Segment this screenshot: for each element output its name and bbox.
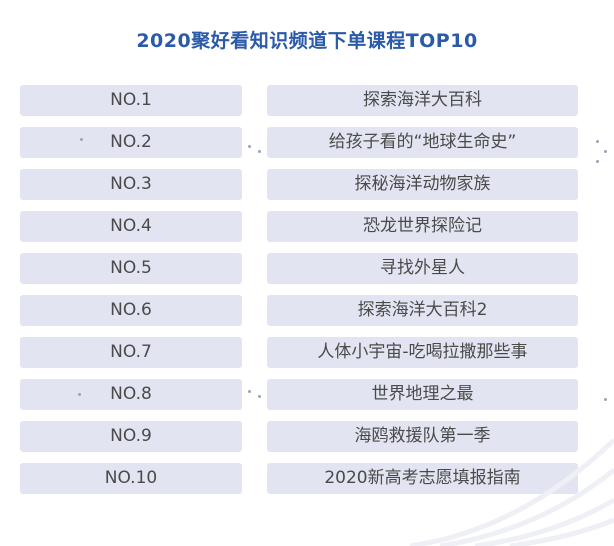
course-name: 给孩子看的“地球生命史” [267,127,578,158]
course-name: 探索海洋大百科 [267,85,578,116]
decorative-dot [248,390,251,393]
decorative-dot [596,140,599,143]
course-name: 人体小宇宙-吃喝拉撒那些事 [267,337,578,368]
course-name: 2020新高考志愿填报指南 [267,463,578,494]
ranking-row: NO.6 探索海洋大百科2 [20,295,578,326]
ranking-row: NO.7 人体小宇宙-吃喝拉撒那些事 [20,337,578,368]
decorative-dot [258,395,261,398]
course-name: 探秘海洋动物家族 [267,169,578,200]
decorative-dot [78,393,81,396]
ranking-row: NO.2 给孩子看的“地球生命史” [20,127,578,158]
ranking-row: NO.3 探秘海洋动物家族 [20,169,578,200]
page-title: 2020聚好看知识频道下单课程TOP10 [136,30,478,52]
rank-label: NO.10 [20,463,242,494]
decorative-dot [604,398,607,401]
rank-label: NO.7 [20,337,242,368]
course-name: 海鸥救援队第一季 [267,421,578,452]
ranking-row: NO.5 寻找外星人 [20,253,578,284]
decorative-dot [80,138,83,141]
rank-label: NO.4 [20,211,242,242]
rank-label: NO.8 [20,379,242,410]
course-name: 寻找外星人 [267,253,578,284]
decorative-dot [604,150,607,153]
course-name: 世界地理之最 [267,379,578,410]
rank-label: NO.2 [20,127,242,158]
decorative-dot [258,150,261,153]
ranking-row: NO.10 2020新高考志愿填报指南 [20,463,578,494]
course-name: 恐龙世界探险记 [267,211,578,242]
decorative-dot [248,145,251,148]
ranking-row: NO.8 世界地理之最 [20,379,578,410]
rank-label: NO.1 [20,85,242,116]
ranking-row: NO.4 恐龙世界探险记 [20,211,578,242]
rank-label: NO.6 [20,295,242,326]
course-name: 探索海洋大百科2 [267,295,578,326]
ranking-row: NO.1 探索海洋大百科 [20,85,578,116]
rank-label: NO.9 [20,421,242,452]
rank-label: NO.3 [20,169,242,200]
decorative-arcs [409,438,614,546]
rank-label: NO.5 [20,253,242,284]
ranking-list: NO.1 探索海洋大百科 NO.2 给孩子看的“地球生命史” NO.3 探秘海洋… [20,85,578,505]
decorative-dot [596,160,599,163]
ranking-row: NO.9 海鸥救援队第一季 [20,421,578,452]
